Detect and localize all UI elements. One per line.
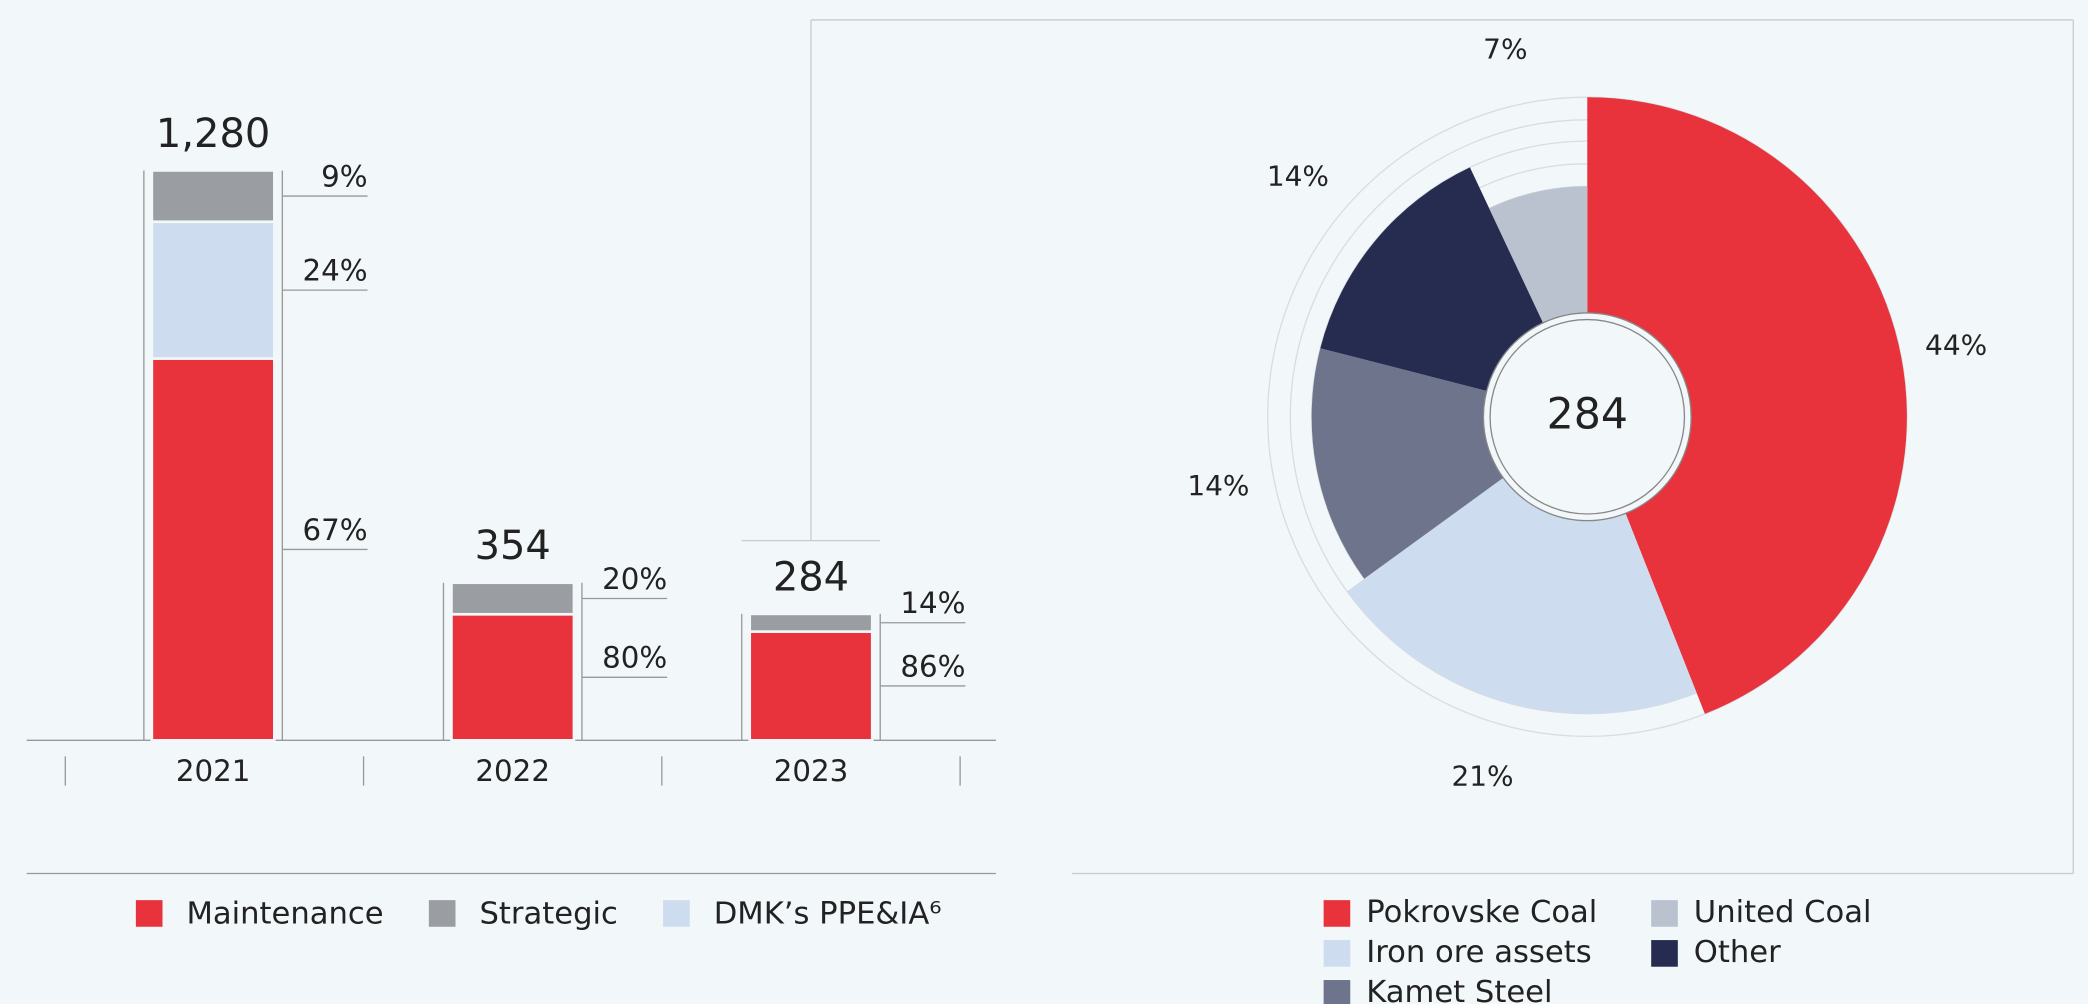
value: 24 [302,253,339,287]
unit: % [340,159,368,193]
legend-swatch [663,900,690,927]
legend-label: Pokrovske Coal [1366,895,1597,930]
legend-label: Iron ore assets [1366,935,1591,970]
value: 80 [602,640,639,674]
slice-label: 14% [1267,159,1329,192]
value-label: 86% [900,649,965,683]
bar-segment [150,357,276,742]
value: 9 [321,159,340,193]
bar-segment [748,612,874,633]
legend-label: United Coal [1694,895,1872,930]
total-label: 1,280 [156,111,270,157]
value-label: 14% [900,586,965,620]
value-label: 80% [602,640,667,674]
x-tick-label: 2023 [774,754,849,788]
bar-segment [150,169,276,224]
bar-segment [450,581,576,616]
total-label: 284 [773,554,849,600]
legend-swatch [1323,900,1351,927]
unit: % [938,586,966,620]
slice-label: 14% [1187,469,1249,502]
value-label: 9% [321,159,367,193]
unit: % [639,640,667,674]
hole-inner [1489,318,1686,515]
x-tick-label: 2021 [176,754,251,788]
total-label: 354 [475,523,551,569]
slice-label: 44% [1925,328,1987,361]
value: 14 [900,586,937,620]
value: 67 [302,512,339,546]
bar-segment [748,630,874,742]
value-label: 20% [602,561,667,595]
unit: % [340,253,368,287]
legend-swatch [428,900,456,927]
unit: % [639,561,667,595]
legend-swatch [1323,980,1351,1004]
slice-label: 7% [1483,32,1527,65]
center-label: 284 [1547,389,1628,439]
legend-swatch [1651,900,1678,927]
legend-label: Other [1694,935,1781,970]
value-label: 67% [302,512,367,546]
bar-segment [150,220,276,360]
bar-segment [450,612,576,742]
legend-label: DMK’s PPE&IA⁶ [714,896,942,931]
legend-label: Maintenance [186,896,383,931]
legend-swatch [1651,940,1678,967]
pie-slice [1587,97,1907,714]
slice-label: 21% [1451,759,1513,792]
value-label: 24% [302,253,367,287]
value: 86 [900,649,937,683]
unit: % [938,649,966,683]
legend-swatch [1323,940,1351,967]
legend-label: Kamet Steel [1366,975,1552,1004]
x-tick-label: 2022 [475,754,550,788]
legend-label: Strategic [479,896,617,931]
value: 20 [602,561,639,595]
legend-swatch [135,900,163,927]
unit: % [340,512,368,546]
